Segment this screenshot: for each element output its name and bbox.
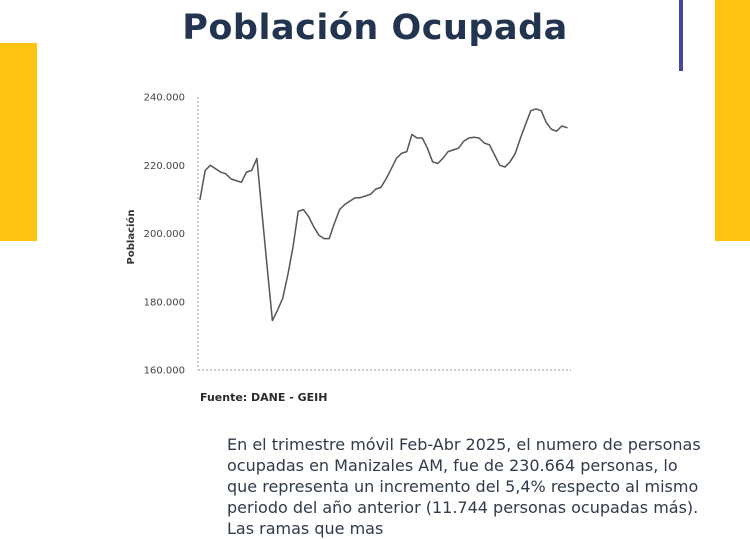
population-line-chart: 160.000 180.000 200.000 220.000 240.000 Pobl… xyxy=(125,93,571,377)
y-axis-label: Población xyxy=(125,210,137,265)
chart-axes xyxy=(197,97,571,371)
chart-source-note: Fuente: DANE - GEIH xyxy=(200,391,328,404)
right-accent-bar xyxy=(715,0,750,241)
left-accent-bar xyxy=(0,43,37,241)
y-tick-label: 220.000 xyxy=(144,161,185,172)
y-tick-labels: 160.000 180.000 200.000 220.000 240.000 xyxy=(144,93,185,377)
y-tick-label: 240.000 xyxy=(144,93,185,104)
y-tick-label: 200.000 xyxy=(144,229,185,240)
y-tick-label: 180.000 xyxy=(144,297,185,308)
chart-series xyxy=(199,108,568,322)
summary-paragraph: En el trimestre móvil Feb-Abr 2025, el n… xyxy=(227,435,701,538)
series-line xyxy=(199,108,568,322)
blue-divider-line xyxy=(679,0,683,71)
y-tick-label: 160.000 xyxy=(144,366,185,377)
page-title: Población Ocupada xyxy=(182,8,568,48)
